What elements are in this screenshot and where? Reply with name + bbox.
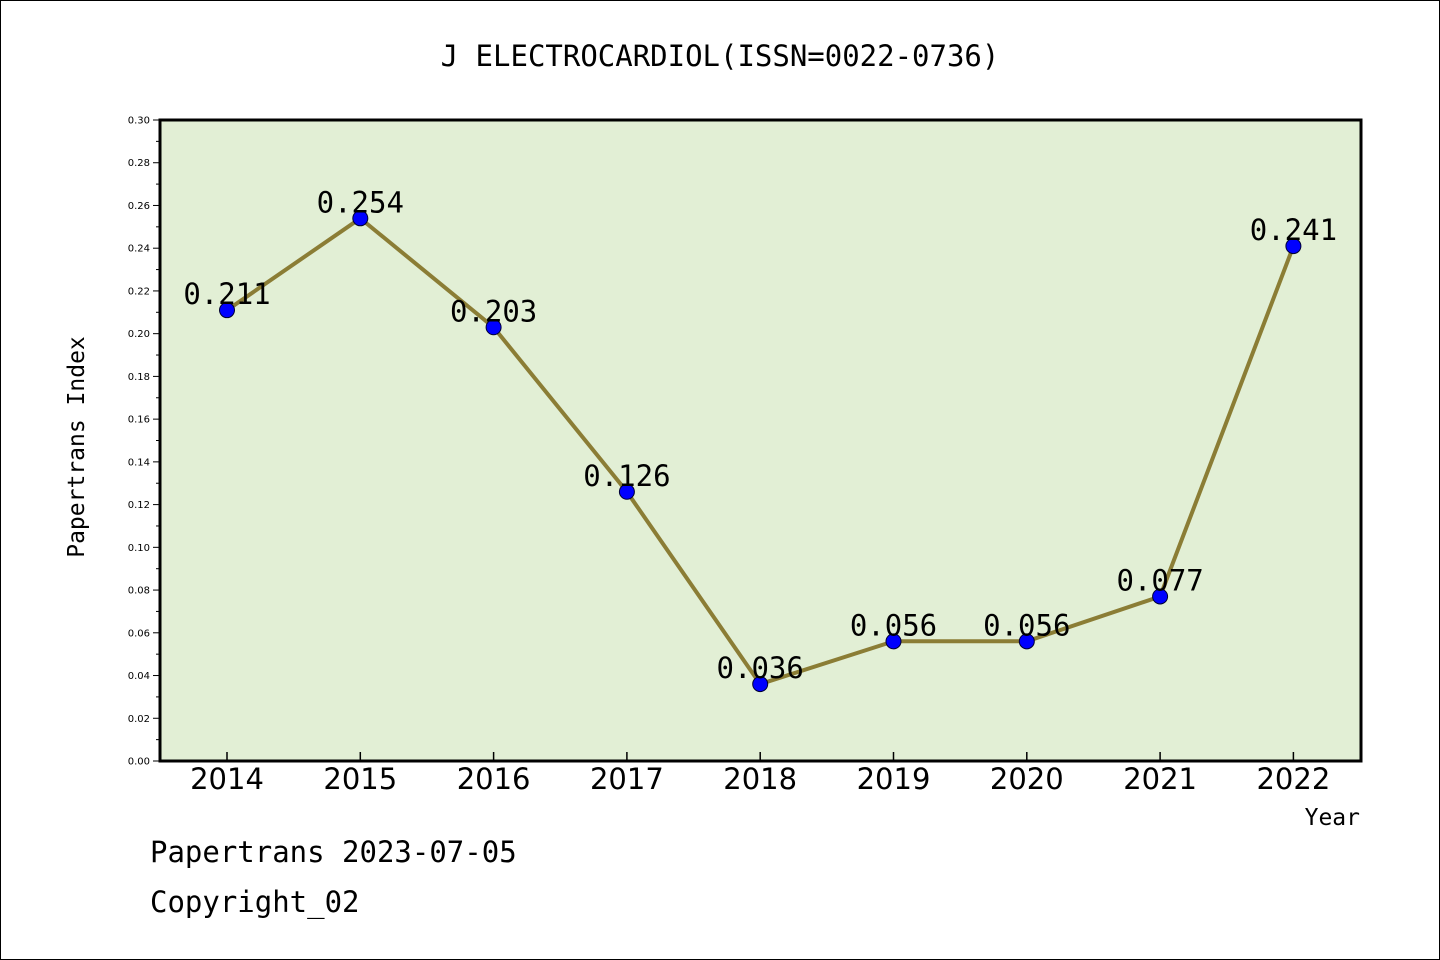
x-axis-label: Year xyxy=(1305,805,1360,831)
y-axis: 0.00 0.02 0.04 0.06 0.08 0.10 0.12 0.14 0.16 0.18… xyxy=(128,116,160,768)
x-axis: 2014 2015 2016 2017 2018 2019 2020 2021 2022 xyxy=(190,752,1330,796)
data-point xyxy=(352,210,369,227)
data-label: 0.056 xyxy=(850,608,937,642)
x-tick-label: 2020 xyxy=(990,762,1064,796)
plot-area xyxy=(158,118,1363,763)
data-label: 0.203 xyxy=(450,294,537,328)
data-point xyxy=(1152,588,1169,605)
y-tick-label: 0.10 xyxy=(128,543,150,554)
footer-date: Papertrans 2023-07-05 xyxy=(150,835,517,869)
footer-copyright: Copyright_02 xyxy=(150,885,360,919)
data-point xyxy=(485,319,502,336)
y-tick-label: 0.28 xyxy=(128,158,150,169)
data-point xyxy=(885,633,902,650)
x-tick-label: 2015 xyxy=(323,762,397,796)
y-tick-label: 0.24 xyxy=(128,244,150,255)
y-tick-label: 0.26 xyxy=(128,201,150,212)
x-tick-label: 2022 xyxy=(1256,762,1330,796)
y-tick-label: 0.16 xyxy=(128,415,150,426)
data-point xyxy=(219,302,235,319)
y-tick-label: 0.30 xyxy=(128,116,150,127)
data-label: 0.254 xyxy=(317,185,404,219)
series-layer: 0.211 0.254 0.203 0.126 0.036 0.056 0.056 0.077… xyxy=(183,185,1337,693)
y-axis-label: Papertrans Index xyxy=(64,336,90,558)
y-tick-label: 0.18 xyxy=(128,372,150,383)
data-label: 0.056 xyxy=(983,608,1070,642)
data-point xyxy=(1018,633,1035,650)
x-tick-label: 2021 xyxy=(1123,762,1197,796)
data-label: 0.241 xyxy=(1250,213,1337,247)
data-point xyxy=(752,676,769,693)
data-label: 0.036 xyxy=(717,651,804,685)
x-tick-label: 2017 xyxy=(590,762,664,796)
data-label: 0.211 xyxy=(183,277,270,311)
y-tick-label: 0.02 xyxy=(128,714,150,725)
x-tick-label: 2016 xyxy=(457,762,531,796)
data-label: 0.077 xyxy=(1116,563,1203,597)
y-tick-label: 0.04 xyxy=(128,671,150,682)
data-point xyxy=(1285,238,1302,255)
x-tick-label: 2019 xyxy=(857,762,931,796)
y-tick-label: 0.00 xyxy=(128,757,150,768)
x-tick-label: 2014 xyxy=(190,762,264,796)
y-tick-label: 0.20 xyxy=(128,329,150,340)
x-tick-label: 2018 xyxy=(723,762,797,796)
chart-title: J ELECTROCARDIOL(ISSN=0022-0736) xyxy=(441,39,1000,73)
data-point xyxy=(618,483,635,500)
y-tick-label: 0.22 xyxy=(128,286,150,297)
y-tick-label: 0.08 xyxy=(128,586,150,597)
y-tick-label: 0.06 xyxy=(128,628,150,639)
y-tick-label: 0.12 xyxy=(128,500,150,511)
y-tick-label: 0.14 xyxy=(128,457,150,468)
data-label: 0.126 xyxy=(583,459,670,493)
